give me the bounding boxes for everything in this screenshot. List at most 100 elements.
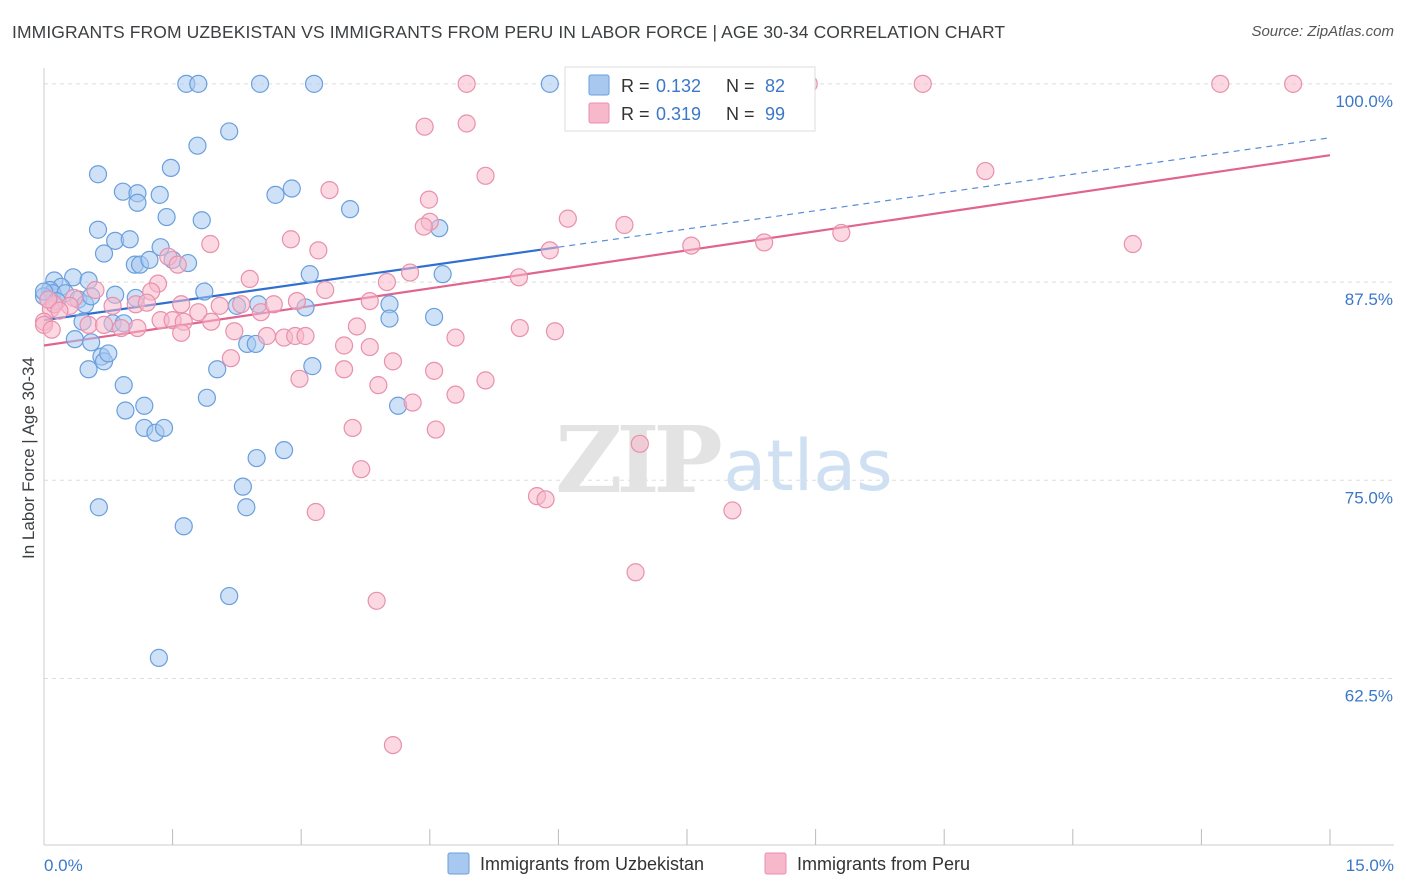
peru-point[interactable] <box>189 303 208 322</box>
peru-point[interactable] <box>536 490 555 509</box>
uzbekistan-point[interactable] <box>424 307 444 327</box>
peru-point[interactable] <box>347 317 367 336</box>
uzbekistan-point[interactable] <box>154 418 174 438</box>
peru-point[interactable] <box>287 292 307 311</box>
uzbekistan-point[interactable] <box>208 360 227 379</box>
uzbekistan-point[interactable] <box>89 498 108 517</box>
peru-point[interactable] <box>320 181 339 200</box>
peru-point[interactable] <box>1211 74 1230 93</box>
peru-point[interactable] <box>630 434 649 453</box>
peru-point[interactable] <box>476 166 495 185</box>
uzbekistan-point[interactable] <box>189 74 208 93</box>
peru-point[interactable] <box>290 369 309 388</box>
peru-point[interactable] <box>296 326 315 346</box>
uzbekistan-point[interactable] <box>120 230 139 249</box>
peru-point[interactable] <box>723 501 742 520</box>
peru-point[interactable] <box>457 114 476 133</box>
peru-point[interactable] <box>476 371 495 390</box>
peru-point[interactable] <box>913 74 932 93</box>
uzbekistan-point[interactable] <box>65 330 84 349</box>
uzbekistan-point[interactable] <box>174 517 193 536</box>
peru-point[interactable] <box>352 460 371 479</box>
peru-point[interactable] <box>232 295 251 314</box>
peru-point[interactable] <box>457 74 476 93</box>
peru-point[interactable] <box>39 290 58 309</box>
uzbekistan-point[interactable] <box>274 441 294 460</box>
uzbekistan-point[interactable] <box>304 74 324 93</box>
uzbekistan-point[interactable] <box>82 333 101 352</box>
uzbekistan-point[interactable] <box>433 265 452 284</box>
legend-bottom-blue-swatch[interactable] <box>447 852 470 875</box>
uzbekistan-point[interactable] <box>195 282 214 301</box>
legend-bottom-pink-label[interactable]: Immigrants from Peru <box>797 854 970 874</box>
peru-point[interactable] <box>172 295 191 314</box>
uzbekistan-point[interactable] <box>237 498 256 517</box>
uzbekistan-point[interactable] <box>99 344 118 363</box>
uzbekistan-point[interactable] <box>149 648 168 667</box>
uzbekistan-point[interactable] <box>150 185 169 204</box>
peru-point[interactable] <box>42 320 61 339</box>
peru-point[interactable] <box>976 161 995 181</box>
peru-point[interactable] <box>403 393 422 412</box>
peru-point[interactable] <box>1284 74 1303 93</box>
peru-point[interactable] <box>510 318 529 338</box>
peru-point[interactable] <box>424 361 444 380</box>
peru-point[interactable] <box>79 315 98 334</box>
uzbekistan-point[interactable] <box>380 309 399 328</box>
uzbekistan-point[interactable] <box>135 396 154 415</box>
uzbekistan-point[interactable] <box>266 185 285 204</box>
uzbekistan-point[interactable] <box>247 448 266 468</box>
source-label[interactable]: Source: ZipAtlas.com <box>1251 23 1394 40</box>
peru-point[interactable] <box>264 295 283 314</box>
peru-point[interactable] <box>545 322 565 341</box>
uzbekistan-point[interactable] <box>220 586 239 606</box>
uzbekistan-point[interactable] <box>282 179 301 198</box>
peru-point[interactable] <box>755 233 774 252</box>
peru-point[interactable] <box>137 293 156 312</box>
peru-point[interactable] <box>225 322 244 341</box>
uzbekistan-point[interactable] <box>250 74 270 93</box>
peru-point[interactable] <box>377 272 397 292</box>
uzbekistan-point[interactable] <box>233 477 253 496</box>
peru-point[interactable] <box>615 215 634 235</box>
peru-point[interactable] <box>360 337 379 357</box>
uzbekistan-point[interactable] <box>79 360 98 379</box>
peru-point[interactable] <box>128 318 147 338</box>
peru-point[interactable] <box>400 263 420 282</box>
peru-point[interactable] <box>202 312 221 331</box>
uzbekistan-point[interactable] <box>157 207 176 227</box>
uzbekistan-point[interactable] <box>161 158 180 177</box>
peru-point[interactable] <box>257 326 277 346</box>
peru-point[interactable] <box>383 735 403 755</box>
peru-point[interactable] <box>240 269 259 288</box>
peru-point[interactable] <box>103 296 122 315</box>
peru-point[interactable] <box>281 230 301 249</box>
peru-point[interactable] <box>343 418 362 438</box>
peru-point[interactable] <box>832 223 851 243</box>
peru-point[interactable] <box>50 301 69 320</box>
peru-point[interactable] <box>309 241 328 260</box>
peru-point[interactable] <box>316 280 335 300</box>
peru-point[interactable] <box>201 234 220 254</box>
uzbekistan-point[interactable] <box>114 376 133 395</box>
legend-bottom-pink-swatch[interactable] <box>764 852 787 875</box>
peru-point[interactable] <box>334 360 354 379</box>
peru-point[interactable] <box>306 502 325 522</box>
peru-point[interactable] <box>446 328 465 347</box>
peru-point[interactable] <box>415 117 434 136</box>
peru-point[interactable] <box>369 376 388 395</box>
peru-point[interactable] <box>360 292 379 311</box>
uzbekistan-point[interactable] <box>220 122 239 141</box>
peru-point[interactable] <box>414 217 433 236</box>
peru-point[interactable] <box>626 563 645 582</box>
peru-point[interactable] <box>210 296 229 315</box>
uzbekistan-point[interactable] <box>88 220 108 239</box>
peru-point[interactable] <box>168 255 187 274</box>
uzbekistan-point[interactable] <box>192 211 211 230</box>
peru-point[interactable] <box>367 591 386 610</box>
peru-point[interactable] <box>94 315 114 334</box>
peru-point[interactable] <box>112 318 131 338</box>
peru-point[interactable] <box>682 236 701 255</box>
uzbekistan-point[interactable] <box>340 200 360 219</box>
uzbekistan-point[interactable] <box>300 265 319 284</box>
